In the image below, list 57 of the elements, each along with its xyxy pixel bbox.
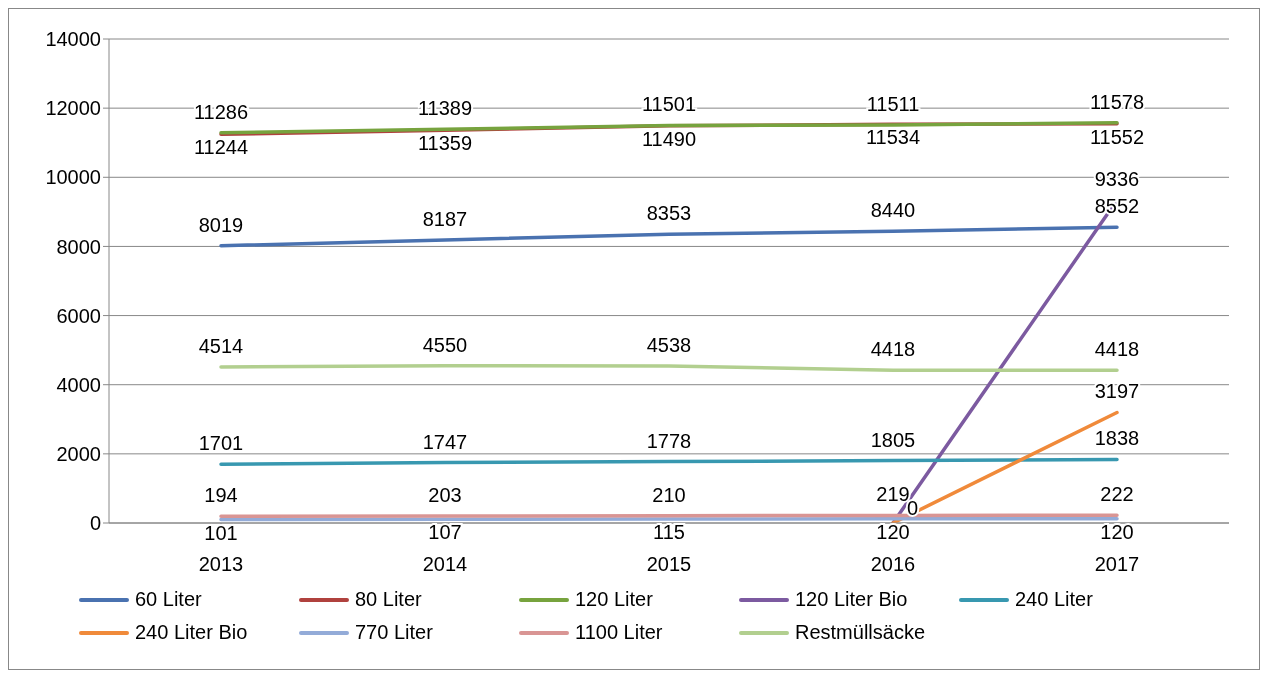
data-label: 1805 [870,428,916,451]
data-label: 11578 [1089,90,1145,113]
y-tick-label: 12000 [45,97,101,120]
data-label: 1778 [646,429,692,452]
data-label: 8440 [870,199,916,222]
data-label: 11286 [193,100,249,123]
data-label: 8353 [646,202,692,225]
legend-label: 240 Liter [1015,588,1093,611]
y-tick-label: 4000 [56,373,101,396]
data-label: 107 [428,521,462,544]
data-label: 194 [204,484,238,507]
legend-label: 1100 Liter [575,621,663,644]
legend-label: 80 Liter [355,588,422,611]
data-label: 11501 [641,93,697,116]
data-label: 1701 [198,432,244,455]
x-tick-label: 2013 [198,553,244,576]
data-label: 4418 [870,338,916,361]
y-tick-label: 10000 [45,166,101,189]
data-label: 210 [652,483,686,506]
legend-label: Restmüllsäcke [795,621,926,644]
x-tick-label: 2016 [870,553,916,576]
data-label: 115 [653,521,685,544]
data-label: 4550 [422,333,468,356]
data-label: 120 [876,520,910,543]
x-tick-label: 2015 [646,553,692,576]
data-label: 11534 [865,126,921,149]
y-tick-label: 14000 [45,28,101,51]
legend-label: 60 Liter [135,588,202,611]
data-label: 4538 [646,334,692,357]
data-label: 203 [428,483,462,506]
data-label: 11490 [641,127,697,150]
legend-label: 120 Liter [575,588,653,611]
data-label: 9336 [1094,168,1140,191]
legend-label: 770 Liter [355,621,433,644]
x-tick-label: 2014 [422,553,468,576]
data-label: 4418 [1094,338,1140,361]
y-tick-label: 6000 [56,304,101,327]
y-tick-label: 2000 [56,442,101,465]
data-label: 101 [204,521,238,544]
data-label: 11359 [417,132,473,155]
data-label: 222 [1100,483,1134,506]
data-label: 11511 [866,93,920,116]
data-label: 11389 [417,97,473,120]
x-tick-label: 2017 [1094,553,1140,576]
data-label: 11552 [1089,125,1145,148]
data-label: 120 [1100,520,1134,543]
legend-label: 240 Liter Bio [135,621,248,644]
y-tick-label: 0 [89,512,101,535]
legend-label: 120 Liter Bio [795,588,908,611]
data-label: 11244 [193,136,249,159]
y-tick-label: 8000 [56,235,101,258]
data-label: 1838 [1094,427,1140,450]
data-label: 8187 [422,207,468,230]
data-label: 4514 [198,334,244,357]
data-label: 1747 [422,430,468,453]
data-label: 3197 [1094,380,1140,403]
data-label: 8019 [198,213,244,236]
